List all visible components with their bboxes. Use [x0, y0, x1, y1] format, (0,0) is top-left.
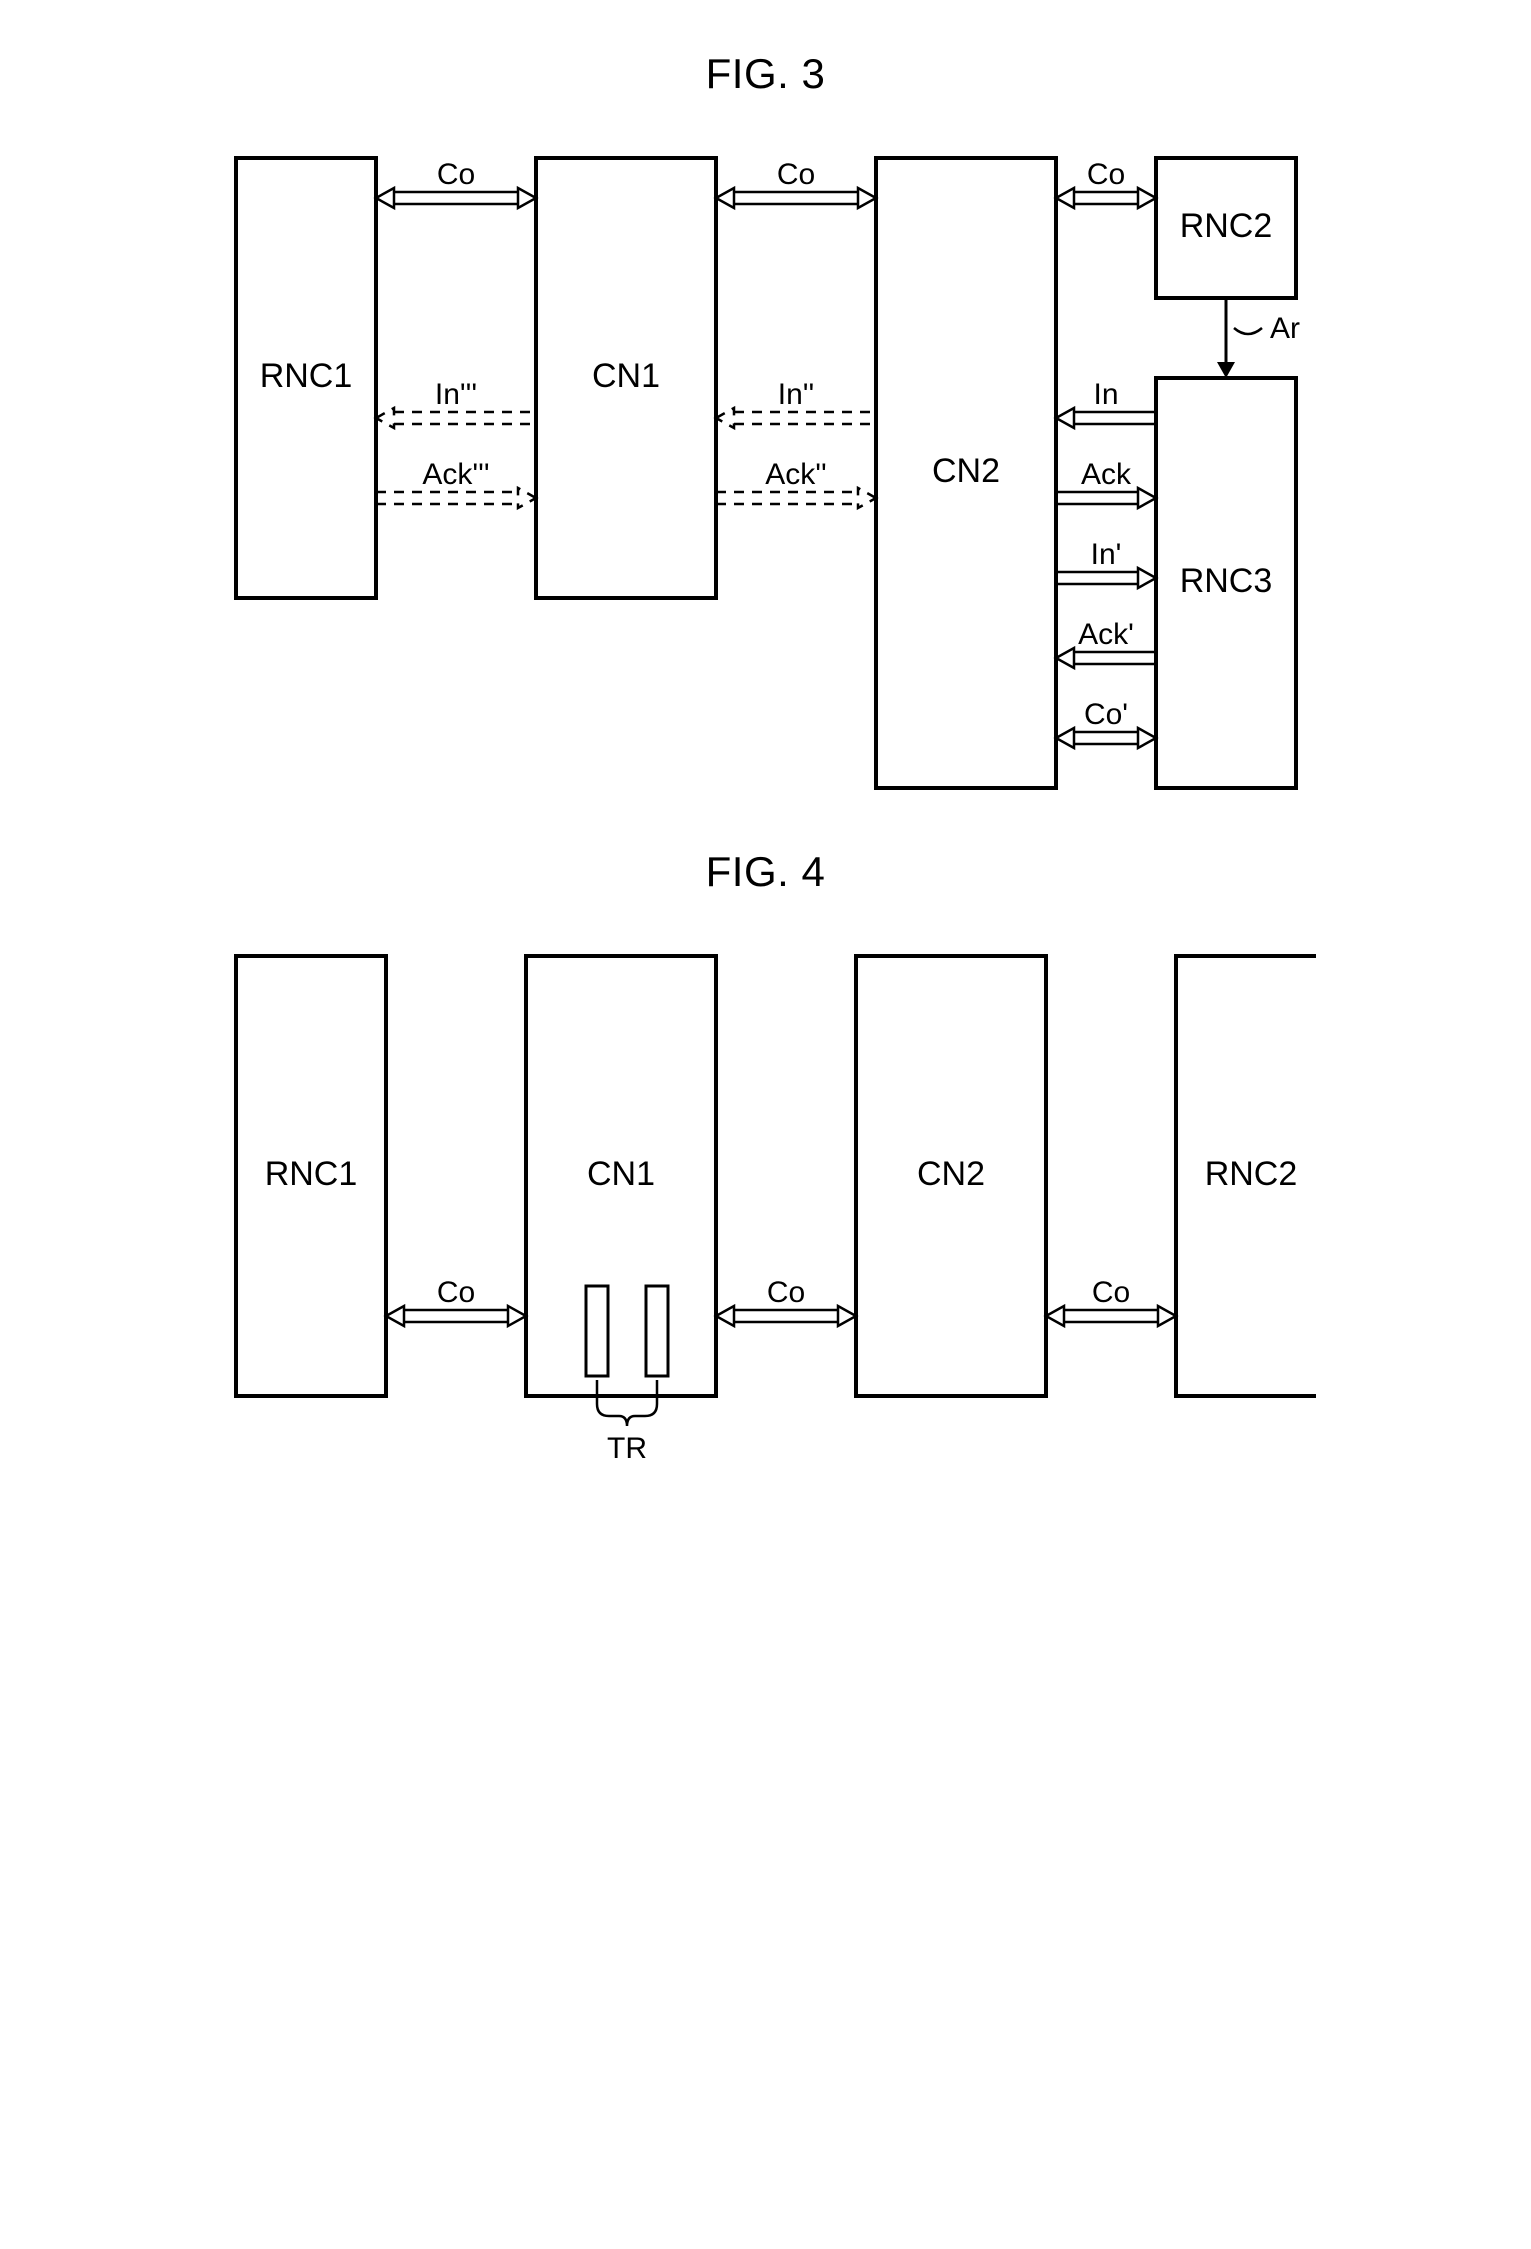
svg-text:RNC2: RNC2	[1204, 1155, 1297, 1193]
svg-text:In''': In'''	[434, 378, 476, 411]
svg-text:Co: Co	[436, 1276, 474, 1309]
svg-text:RNC1: RNC1	[264, 1155, 357, 1193]
svg-text:Ack''': Ack'''	[422, 458, 489, 491]
svg-text:RNC2: RNC2	[1179, 207, 1272, 245]
svg-text:Ack'': Ack''	[765, 458, 826, 491]
svg-text:RNC3: RNC3	[1179, 562, 1272, 600]
svg-text:Co: Co	[436, 158, 474, 191]
svg-text:CN1: CN1	[591, 357, 659, 395]
svg-text:In: In	[1093, 378, 1118, 411]
fig3-title: FIG. 3	[20, 50, 1511, 98]
svg-text:TR: TR	[607, 1432, 647, 1465]
svg-text:Co: Co	[1086, 158, 1124, 191]
svg-text:In': In'	[1090, 538, 1121, 571]
svg-text:Co: Co	[776, 158, 814, 191]
svg-text:CN1: CN1	[586, 1155, 654, 1193]
fig4-diagram: RNC1 CN1 CN2 RNC2 TR Co Co Co	[20, 916, 1511, 1516]
svg-text:Ar: Ar	[1270, 312, 1300, 345]
svg-text:Co: Co	[1091, 1276, 1129, 1309]
svg-text:In'': In''	[777, 378, 813, 411]
fig4-title: FIG. 4	[20, 848, 1511, 896]
svg-text:RNC1: RNC1	[259, 357, 352, 395]
fig3-diagram: RNC1 CN1 CN2 RNC2 RNC3 Ar Co Co Co In''' In'' In Ack…	[20, 118, 1511, 818]
svg-text:Ack: Ack	[1080, 458, 1131, 491]
svg-text:CN2: CN2	[916, 1155, 984, 1193]
fig3-svg: RNC1 CN1 CN2 RNC2 RNC3 Ar Co Co Co In''' In'' In Ack…	[216, 118, 1316, 818]
svg-text:CN2: CN2	[931, 452, 999, 490]
fig4-svg: RNC1 CN1 CN2 RNC2 TR Co Co Co	[216, 916, 1316, 1516]
svg-text:Ack': Ack'	[1078, 618, 1134, 651]
svg-text:Co: Co	[766, 1276, 804, 1309]
svg-text:Co': Co'	[1083, 698, 1127, 731]
